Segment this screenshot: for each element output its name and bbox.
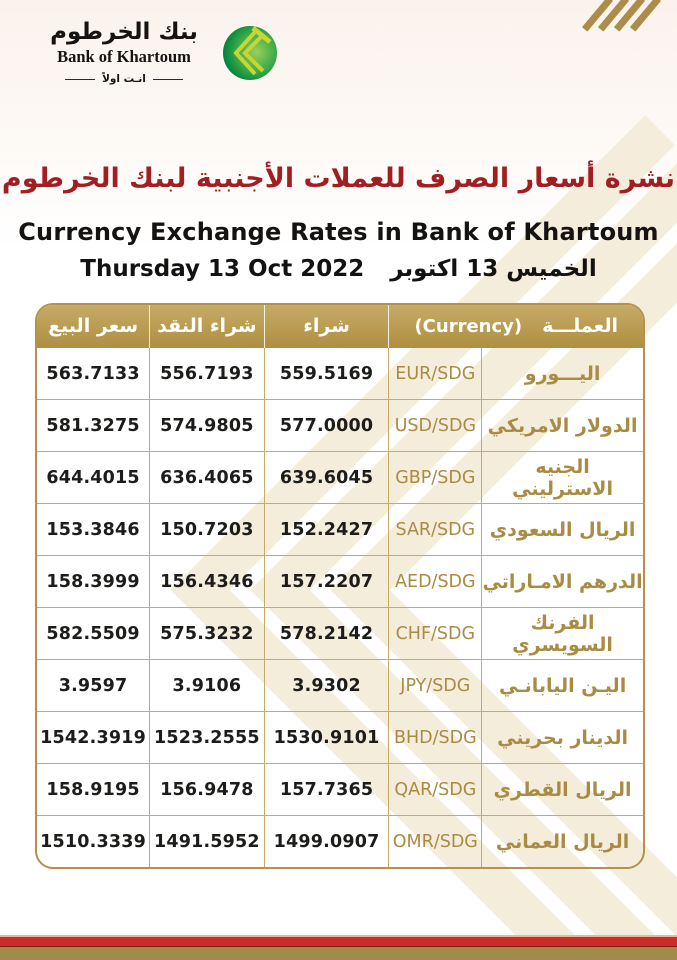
cash-buy-cell: 636.4065	[149, 452, 264, 503]
sell-price-cell: 582.5509	[46, 623, 140, 644]
currency-name-cell: الدينار بحريني	[481, 712, 643, 763]
currency-code-cell: EUR/SDG	[388, 348, 481, 399]
sell-price-cell: 3.9597	[58, 675, 128, 696]
header-cash-buy: شراء النقد	[149, 305, 264, 348]
currency-code-cell: OMR/SDG	[388, 816, 481, 867]
rate-row: 563.7133 556.7193 559.5169 EUR/SDG اليــ…	[37, 348, 643, 399]
date-english: Thursday 13 Oct 2022	[80, 256, 365, 282]
tagline-dash	[65, 78, 96, 81]
header-sell-price: سعر البيع	[48, 315, 139, 337]
cash-buy-cell: 156.4346	[149, 556, 264, 607]
logo-tagline: انـت اولاً	[40, 73, 208, 85]
exchange-rates-table: سعر البيع شراء النقد شراء التحويل العملـ…	[35, 303, 645, 869]
header-currency: العملـــة (Currency)	[388, 305, 643, 348]
currency-name-cell: الريال القطري	[481, 764, 643, 815]
rate-row: 581.3275 574.9805 577.0000 USD/SDG الدول…	[37, 399, 643, 451]
date-arabic: الخميس 13 اكتوبر	[390, 256, 597, 282]
cash-buy-cell: 1523.2555	[149, 712, 264, 763]
rate-row: 1510.3339 1491.5952 1499.0907 OMR/SDG ال…	[37, 815, 643, 867]
rate-row: 644.4015 636.4065 639.6045 GBP/SDG الجني…	[37, 451, 643, 503]
page-title-arabic: نشرة أسعار الصرف للعملات الأجنبية لبنك ا…	[1, 163, 676, 194]
cash-buy-cell: 575.3232	[149, 608, 264, 659]
cash-buy-cell: 150.7203	[149, 504, 264, 555]
rate-row: 1542.3919 1523.2555 1530.9101 BHD/SDG ال…	[37, 711, 643, 763]
date-line: Thursday 13 Oct 2022 الخميس 13 اكتوبر	[0, 256, 677, 282]
sell-price-cell: 644.4015	[46, 467, 140, 488]
table-body: 563.7133 556.7193 559.5169 EUR/SDG اليــ…	[37, 348, 643, 867]
currency-name-cell: الفرنك السويسري	[481, 608, 643, 659]
cash-buy-cell: 574.9805	[149, 400, 264, 451]
currency-code-cell: QAR/SDG	[388, 764, 481, 815]
cash-buy-cell: 156.9478	[149, 764, 264, 815]
sell-price-cell: 563.7133	[46, 363, 140, 384]
transfer-buy-cell: 3.9302	[263, 660, 389, 711]
currency-name-cell: الريال السعودي	[481, 504, 643, 555]
footer-gold-stripe	[0, 947, 677, 960]
header-transfer-buy: شراء التحويل	[263, 305, 389, 380]
currency-code-cell: AED/SDG	[388, 556, 481, 607]
sell-price-cell: 1542.3919	[40, 727, 146, 748]
sell-price-cell: 581.3275	[46, 415, 140, 436]
transfer-buy-cell: 559.5169	[263, 348, 389, 399]
rate-row: 582.5509 575.3232 578.2142 CHF/SDG الفرن…	[37, 607, 643, 659]
cash-buy-cell: 556.7193	[149, 348, 264, 399]
rate-row: 158.3999 156.4346 157.2207 AED/SDG الدره…	[37, 555, 643, 607]
logo-bank-name: Bank of Khartoum	[57, 47, 191, 67]
footer-red-stripe	[0, 935, 677, 947]
sell-price-cell: 158.3999	[46, 571, 140, 592]
rate-row: 3.9597 3.9106 3.9302 JPY/SDG اليـن الياب…	[37, 659, 643, 711]
currency-name-cell: الدولار الامريكي	[481, 400, 643, 451]
rate-row: 153.3846 150.7203 152.2427 SAR/SDG الريا…	[37, 503, 643, 555]
rate-row: 158.9195 156.9478 157.7365 QAR/SDG الريا…	[37, 763, 643, 815]
transfer-buy-cell: 157.2207	[263, 556, 389, 607]
transfer-buy-cell: 577.0000	[263, 400, 389, 451]
logo-arabic-calligraphy: بنك الخرطوم	[50, 19, 198, 45]
transfer-buy-cell: 639.6045	[263, 452, 389, 503]
tagline-dash	[152, 78, 183, 81]
currency-code-cell: CHF/SDG	[388, 608, 481, 659]
transfer-buy-cell: 1530.9101	[263, 712, 389, 763]
bank-logo: بنك الخرطوم Bank of Khartoum انـت اولاً	[40, 19, 278, 85]
transfer-buy-cell: 152.2427	[263, 504, 389, 555]
bank-emblem-icon	[223, 25, 277, 80]
currency-code-cell: SAR/SDG	[388, 504, 481, 555]
transfer-buy-cell: 157.7365	[263, 764, 389, 815]
sell-price-cell: 158.9195	[46, 779, 140, 800]
table-header-row: سعر البيع شراء النقد شراء التحويل العملـ…	[37, 305, 643, 380]
page-title-english: Currency Exchange Rates in Bank of Khart…	[18, 218, 659, 246]
currency-code-cell: BHD/SDG	[388, 712, 481, 763]
cash-buy-cell: 3.9106	[149, 660, 264, 711]
currency-name-cell: الدرهم الامـاراتي	[481, 556, 643, 607]
cash-buy-cell: 1491.5952	[149, 816, 264, 867]
currency-code-cell: JPY/SDG	[388, 660, 481, 711]
gold-stripes-icon	[581, 0, 662, 38]
transfer-buy-cell: 1499.0907	[263, 816, 389, 867]
sell-price-cell: 1510.3339	[40, 831, 146, 852]
currency-code-cell: USD/SDG	[388, 400, 481, 451]
currency-name-cell: الريال العماني	[481, 816, 643, 867]
transfer-buy-cell: 578.2142	[263, 608, 389, 659]
currency-name-cell: اليـن اليابانـي	[481, 660, 643, 711]
currency-name-cell: اليـــورو	[481, 348, 643, 399]
sell-price-cell: 153.3846	[46, 519, 140, 540]
currency-name-cell: الجنيه الاسترليني	[481, 452, 643, 503]
currency-code-cell: GBP/SDG	[388, 452, 481, 503]
